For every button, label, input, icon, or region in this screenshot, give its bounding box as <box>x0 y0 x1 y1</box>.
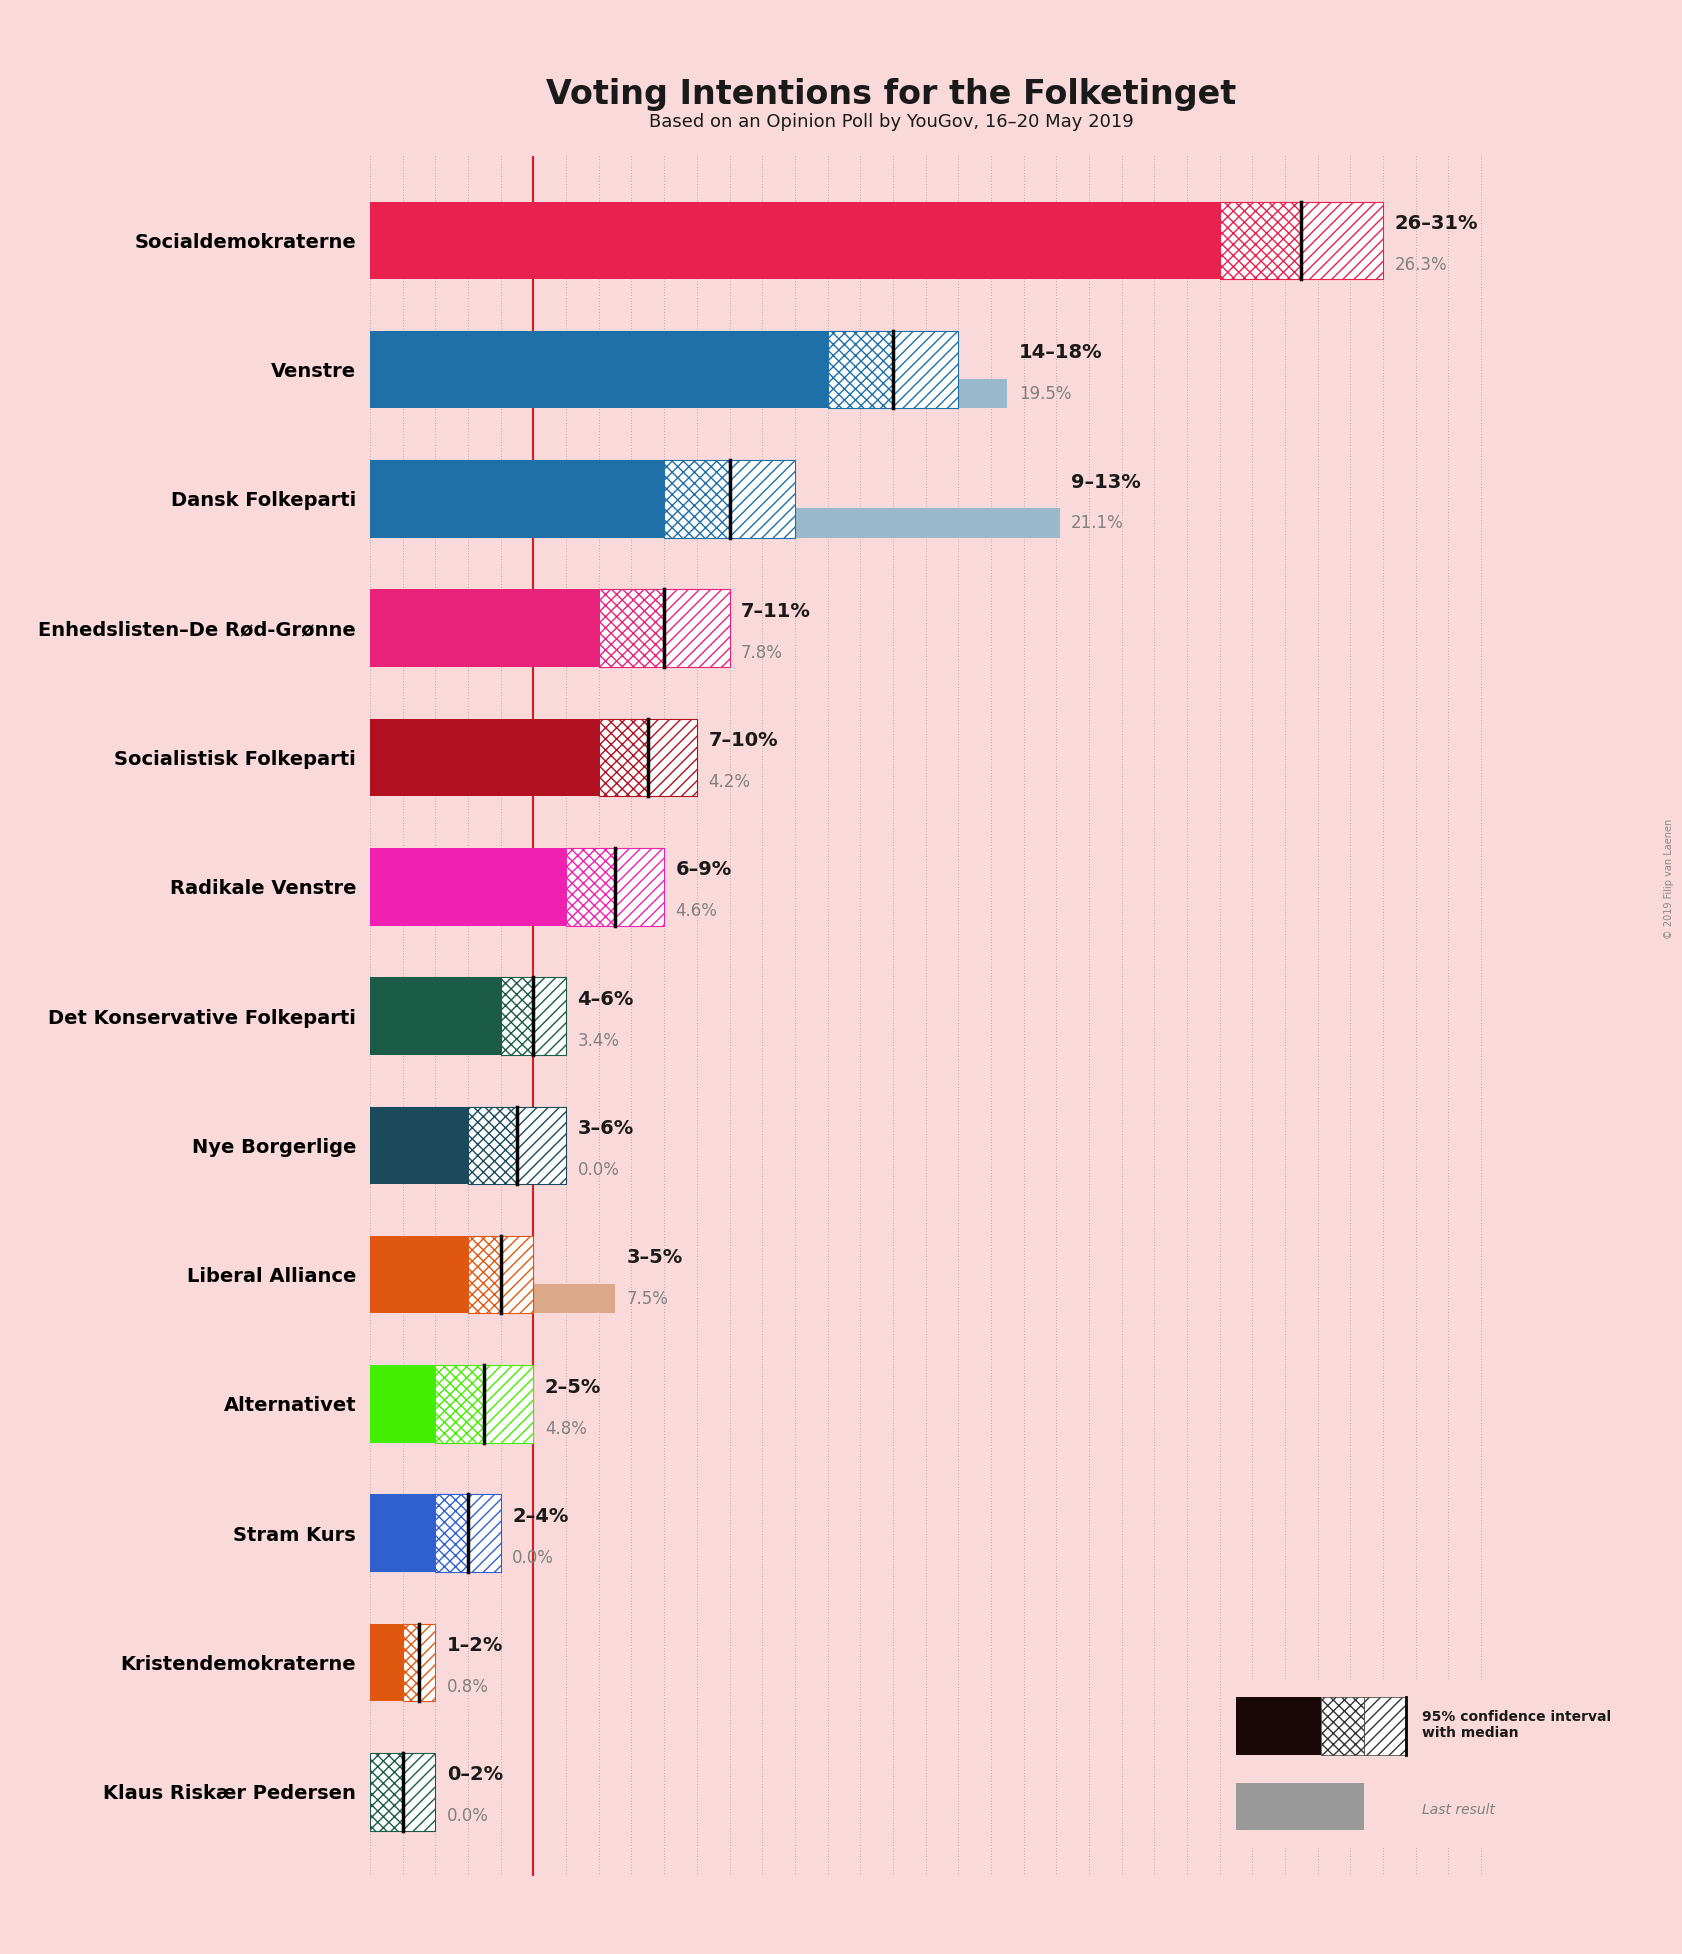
Bar <box>370 848 664 926</box>
Text: 19.5%: 19.5% <box>1019 385 1071 403</box>
Bar <box>1236 1784 1364 1829</box>
Bar <box>370 1284 616 1313</box>
Bar <box>370 1366 533 1442</box>
Text: 9–13%: 9–13% <box>1071 473 1140 492</box>
Bar <box>370 508 1060 537</box>
Text: 3–6%: 3–6% <box>577 1120 634 1137</box>
Bar <box>1322 1696 1364 1755</box>
Bar <box>468 1495 501 1573</box>
Bar <box>370 1106 567 1184</box>
Bar <box>828 330 893 408</box>
Text: 1–2%: 1–2% <box>447 1635 503 1655</box>
Bar <box>370 250 1230 279</box>
Bar <box>599 590 664 666</box>
Text: 0.8%: 0.8% <box>447 1678 489 1696</box>
Bar <box>893 330 959 408</box>
Bar <box>567 848 616 926</box>
Text: 6–9%: 6–9% <box>676 860 732 879</box>
Bar <box>370 1026 481 1055</box>
Text: 4.6%: 4.6% <box>676 903 718 920</box>
Bar <box>468 1106 516 1184</box>
Bar <box>370 1495 501 1573</box>
Bar <box>516 1106 567 1184</box>
Text: 4.8%: 4.8% <box>545 1419 587 1438</box>
Text: Last result: Last result <box>1421 1804 1495 1817</box>
Bar <box>1236 1696 1322 1755</box>
Text: 0.0%: 0.0% <box>513 1550 553 1567</box>
Bar <box>648 719 696 797</box>
Bar <box>370 637 626 666</box>
Bar <box>1364 1696 1406 1755</box>
Text: 3–5%: 3–5% <box>627 1249 683 1268</box>
Bar <box>370 977 567 1055</box>
Text: 3.4%: 3.4% <box>577 1032 619 1049</box>
Text: Based on an Opinion Poll by YouGov, 16–20 May 2019: Based on an Opinion Poll by YouGov, 16–2… <box>649 113 1134 131</box>
Text: 95% confidence interval
with median: 95% confidence interval with median <box>1421 1710 1611 1741</box>
Bar <box>501 1235 533 1313</box>
Bar <box>370 1753 402 1831</box>
Text: 7.8%: 7.8% <box>742 643 782 662</box>
Bar <box>370 897 520 926</box>
Bar <box>616 848 664 926</box>
Bar <box>370 379 1008 408</box>
Bar <box>501 977 533 1055</box>
Bar <box>533 977 567 1055</box>
Text: © 2019 Filip van Laenen: © 2019 Filip van Laenen <box>1663 819 1674 940</box>
Bar <box>370 1624 436 1702</box>
Text: 21.1%: 21.1% <box>1071 514 1124 533</box>
Bar <box>419 1624 436 1702</box>
Bar <box>484 1366 533 1442</box>
Bar <box>370 201 1383 279</box>
Bar <box>370 590 730 666</box>
Bar <box>370 1413 526 1442</box>
Text: 7–11%: 7–11% <box>742 602 811 621</box>
Bar <box>370 459 796 537</box>
Bar <box>370 719 696 797</box>
Bar <box>370 1753 436 1831</box>
Text: 26.3%: 26.3% <box>1394 256 1447 274</box>
Bar <box>1219 201 1302 279</box>
Text: 0.0%: 0.0% <box>577 1161 619 1178</box>
Text: 4.2%: 4.2% <box>708 774 750 791</box>
Bar <box>599 719 648 797</box>
Bar <box>436 1366 484 1442</box>
Bar <box>370 1673 397 1702</box>
Text: Voting Intentions for the Folketinget: Voting Intentions for the Folketinget <box>547 78 1236 111</box>
Bar <box>730 459 796 537</box>
Bar <box>402 1624 419 1702</box>
Bar <box>1302 201 1383 279</box>
Text: 2–4%: 2–4% <box>513 1507 569 1526</box>
Text: 4–6%: 4–6% <box>577 991 634 1008</box>
Bar <box>370 1235 533 1313</box>
Bar <box>468 1235 501 1313</box>
Bar <box>664 590 730 666</box>
Bar <box>370 766 508 797</box>
Text: 0.0%: 0.0% <box>447 1807 489 1825</box>
Text: 7.5%: 7.5% <box>627 1290 668 1309</box>
Bar <box>664 459 730 537</box>
Bar <box>436 1495 468 1573</box>
Text: 14–18%: 14–18% <box>1019 344 1102 361</box>
Text: 0–2%: 0–2% <box>447 1766 503 1784</box>
Bar <box>370 330 959 408</box>
Text: 7–10%: 7–10% <box>708 731 777 750</box>
Text: 2–5%: 2–5% <box>545 1378 600 1397</box>
Text: 26–31%: 26–31% <box>1394 215 1478 233</box>
Bar <box>402 1753 436 1831</box>
